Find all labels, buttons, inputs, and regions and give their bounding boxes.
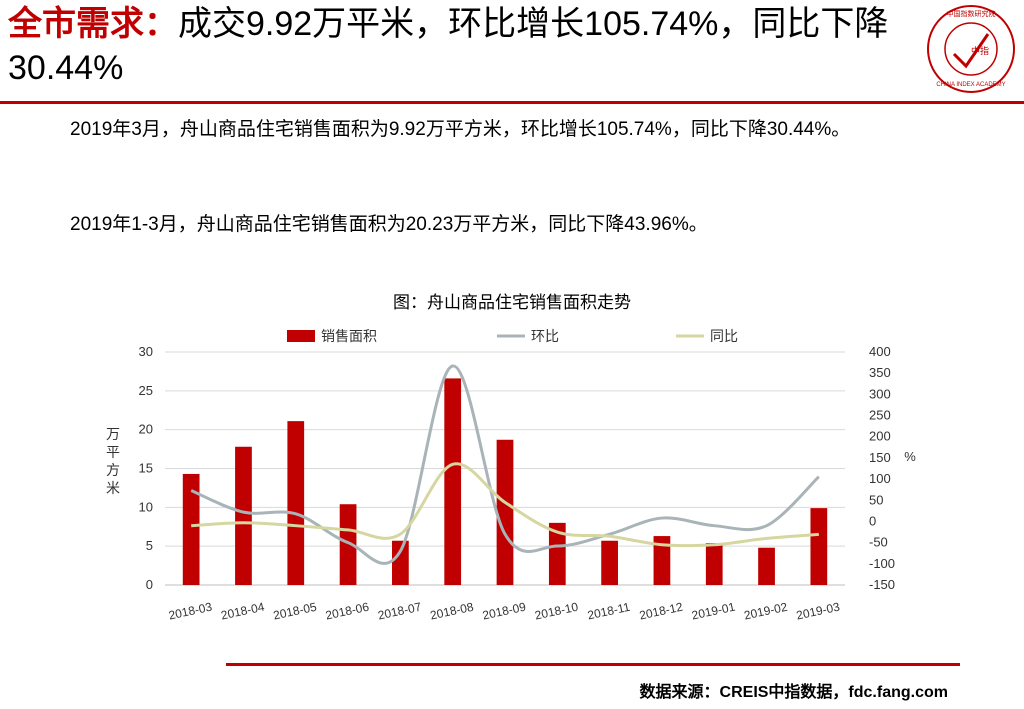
x-tick-label: 2018-09: [481, 600, 527, 623]
bar: [392, 540, 409, 585]
y-tick-label: 5: [146, 538, 153, 553]
bar: [548, 522, 566, 585]
bar: [653, 536, 671, 585]
x-tick-label: 2019-01: [690, 600, 736, 623]
bar: [705, 543, 723, 585]
mom-line: [190, 364, 820, 565]
y2-tick-label: 250: [869, 408, 891, 423]
x-tick-label: 2018-10: [533, 600, 579, 623]
legend-yoy-label: 同比: [710, 328, 738, 344]
y2-tick-label: 150: [869, 450, 891, 465]
y2-tick-label: -100: [869, 556, 895, 571]
y2-tick-label: 400: [869, 344, 891, 359]
y-axis-label-char: 米: [106, 480, 120, 496]
data-source: 数据来源：CREIS中指数据，fdc.fang.com: [639, 684, 948, 701]
bar: [182, 473, 200, 585]
bar: [758, 547, 775, 585]
china-index-academy-logo: 中国指数研究院 CHINA INDEX ACADEMY 中指: [927, 5, 1015, 93]
title-main: 成交9.92万平米，环比增长105.74%，同比下降30.44%: [8, 5, 889, 87]
bar: [810, 508, 828, 585]
y2-tick-label: 50: [869, 492, 883, 507]
y-axis-label-char: 方: [106, 462, 120, 478]
title-highlight: 全市需求：: [8, 5, 178, 43]
legend-sales-swatch: [287, 330, 315, 342]
y-tick-label: 30: [139, 344, 153, 359]
legend-mom-label: 环比: [531, 328, 559, 344]
y-tick-label: 15: [139, 461, 153, 476]
y2-tick-label: 300: [869, 386, 891, 401]
y-axis-label-char: 平: [106, 444, 120, 460]
x-tick-label: 2018-11: [586, 600, 631, 623]
y2-tick-label: -150: [869, 577, 895, 592]
y-tick-label: 20: [139, 422, 153, 437]
x-tick-label: 2018-04: [220, 600, 266, 623]
x-tick-label: 2018-05: [272, 600, 318, 623]
bar: [601, 540, 618, 585]
x-tick-label: 2018-12: [638, 600, 684, 623]
x-tick-label: 2018-08: [429, 600, 475, 623]
header-divider: [0, 101, 1024, 104]
bar: [287, 421, 305, 585]
y2-tick-label: -50: [869, 535, 888, 550]
y2-tick-label: 0: [869, 513, 876, 528]
bar: [496, 439, 514, 585]
x-tick-label: 2018-03: [167, 600, 213, 623]
bar: [235, 446, 252, 585]
paragraph-1: 2019年3月，舟山商品住宅销售面积为9.92万平方米，环比增长105.74%，…: [70, 119, 851, 140]
y2-tick-label: 100: [869, 471, 891, 486]
y-axis-label-char: 万: [106, 426, 120, 442]
x-tick-label: 2019-02: [743, 600, 789, 623]
legend-sales-label: 销售面积: [321, 328, 377, 344]
logo-text-bottom: CHINA INDEX ACADEMY: [936, 82, 1005, 88]
y2-tick-label: 350: [869, 365, 891, 380]
y-tick-label: 0: [146, 577, 153, 592]
logo-text-top: 中国指数研究院: [947, 9, 996, 18]
y-tick-label: 10: [139, 499, 153, 514]
x-tick-label: 2018-06: [324, 600, 370, 623]
y2-axis-label: %: [904, 449, 916, 464]
bar: [339, 504, 357, 585]
y2-tick-label: 200: [869, 429, 891, 444]
page-title: 全市需求：成交9.92万平米，环比增长105.74%，同比下降30.44%: [8, 2, 908, 90]
chart-title: 图：舟山商品住宅销售面积走势: [393, 293, 631, 312]
yoy-line: [191, 462, 819, 548]
x-tick-label: 2018-07: [377, 600, 423, 623]
footer-divider: [226, 663, 960, 666]
bar: [444, 378, 462, 585]
x-tick-label: 2019-03: [795, 600, 841, 623]
logo-text-center: 中指: [971, 45, 989, 56]
paragraph-2: 2019年1-3月，舟山商品住宅销售面积为20.23万平方米，同比下降43.96…: [70, 214, 708, 235]
y-tick-label: 25: [139, 383, 153, 398]
